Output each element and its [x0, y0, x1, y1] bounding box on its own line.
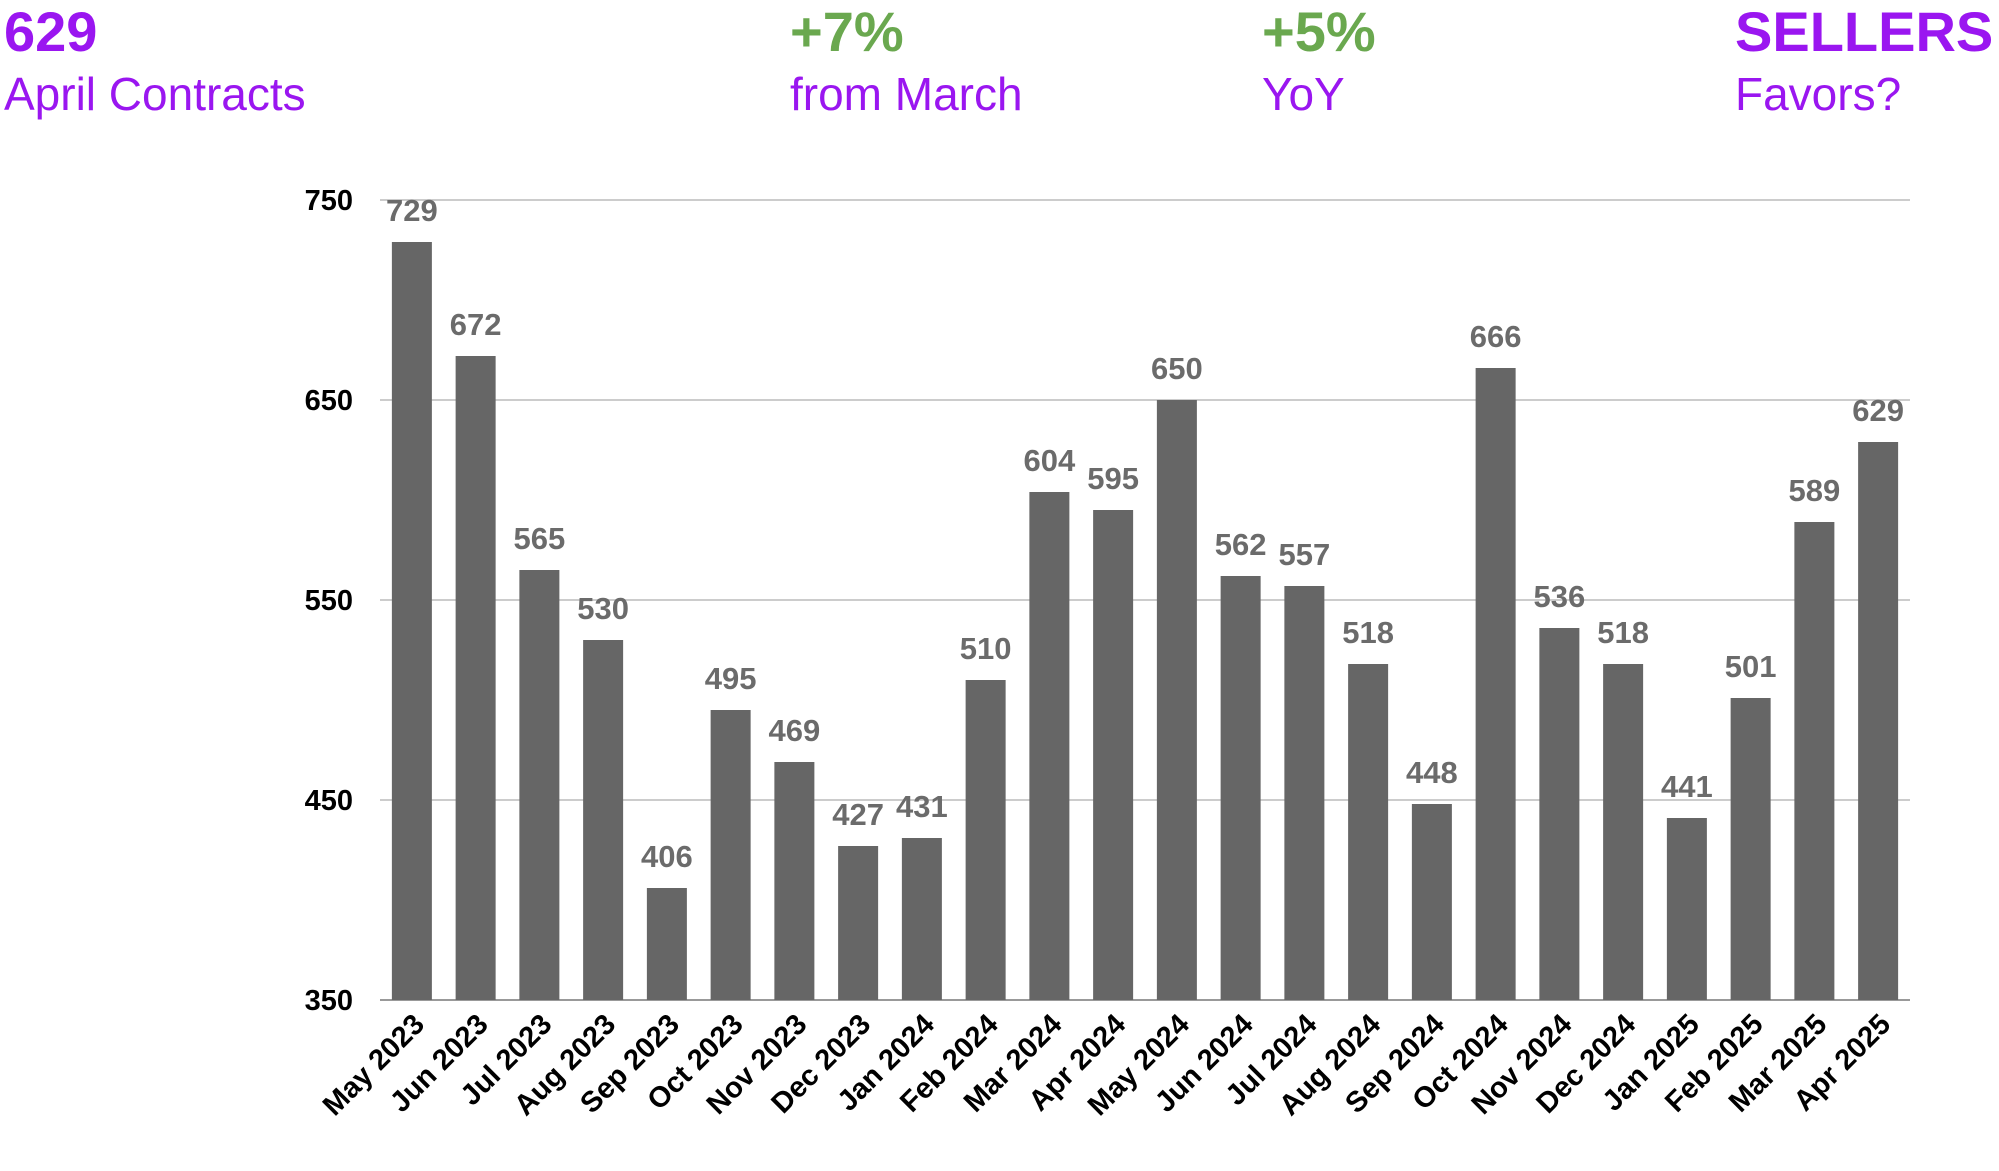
bar: [1411, 804, 1452, 1000]
data-label-layer: 729 672 565 530 406 495 469 427 431 510 604 595 650 5…: [386, 193, 1904, 874]
bar-layer: [391, 242, 1899, 1000]
data-label: 441: [1661, 769, 1713, 804]
kpi-market-favor: SELLERS Favors?: [1735, 0, 1993, 122]
data-label: 589: [1789, 473, 1841, 508]
bar: [710, 710, 751, 1000]
kpi-label: April Contracts: [4, 68, 306, 120]
bar: [1794, 522, 1835, 1000]
bar: [1348, 664, 1389, 1000]
data-label: 518: [1342, 615, 1394, 650]
data-label: 431: [896, 789, 948, 824]
data-label: 629: [1852, 393, 1904, 428]
data-label: 672: [450, 307, 502, 342]
bar: [1029, 492, 1070, 1000]
bar: [838, 846, 879, 1000]
bar: [1539, 628, 1580, 1000]
data-label: 427: [832, 797, 884, 832]
bar: [774, 762, 815, 1000]
y-tick-label: 550: [305, 585, 353, 617]
bar: [455, 356, 496, 1000]
data-label: 595: [1087, 461, 1139, 496]
bar: [1858, 442, 1899, 1000]
kpi-value: 629: [4, 0, 98, 63]
bar: [519, 570, 560, 1000]
data-label: 495: [705, 661, 757, 696]
data-label: 562: [1215, 527, 1267, 562]
data-label: 565: [514, 521, 566, 556]
data-label: 536: [1534, 579, 1586, 614]
kpi-april-contracts: 629 April Contracts: [4, 0, 306, 122]
y-tick-label: 750: [305, 185, 353, 217]
data-label: 406: [641, 839, 693, 874]
bar: [901, 838, 942, 1000]
kpi-value: +5%: [1262, 0, 1376, 63]
kpi-value: SELLERS: [1735, 0, 1994, 63]
bar: [1475, 368, 1516, 1000]
bar: [1603, 664, 1644, 1000]
bar: [646, 888, 687, 1000]
data-label: 518: [1597, 615, 1649, 650]
kpi-label: from March: [790, 68, 1023, 120]
data-label: 469: [769, 713, 821, 748]
data-label: 557: [1279, 537, 1331, 572]
bar: [1093, 510, 1134, 1000]
bar: [583, 640, 624, 1000]
bar: [391, 242, 432, 1000]
data-label: 604: [1024, 443, 1076, 478]
y-tick-label: 650: [305, 385, 353, 417]
data-label: 448: [1406, 755, 1458, 790]
y-tick-label: 450: [305, 785, 353, 817]
bar: [1284, 586, 1325, 1000]
y-axis-layer: 350 450 550 650 750: [305, 185, 353, 1017]
data-label: 729: [386, 193, 438, 228]
data-label: 666: [1470, 319, 1522, 354]
kpi-yoy-change: +5% YoY: [1262, 0, 1376, 122]
kpi-month-change: +7% from March: [790, 0, 1023, 122]
kpi-value: +7%: [790, 0, 904, 63]
grid-layer: [380, 199, 1910, 1001]
data-label: 510: [960, 631, 1012, 666]
data-label: 530: [577, 591, 629, 626]
bar: [1156, 400, 1197, 1000]
data-label: 650: [1151, 351, 1203, 386]
bar: [1666, 818, 1707, 1000]
bar: [965, 680, 1006, 1000]
bar: [1730, 698, 1771, 1000]
y-tick-label: 350: [305, 985, 353, 1017]
kpi-label: Favors?: [1735, 68, 1902, 120]
kpi-label: YoY: [1262, 68, 1345, 120]
data-label: 501: [1725, 649, 1777, 684]
bar: [1220, 576, 1261, 1000]
